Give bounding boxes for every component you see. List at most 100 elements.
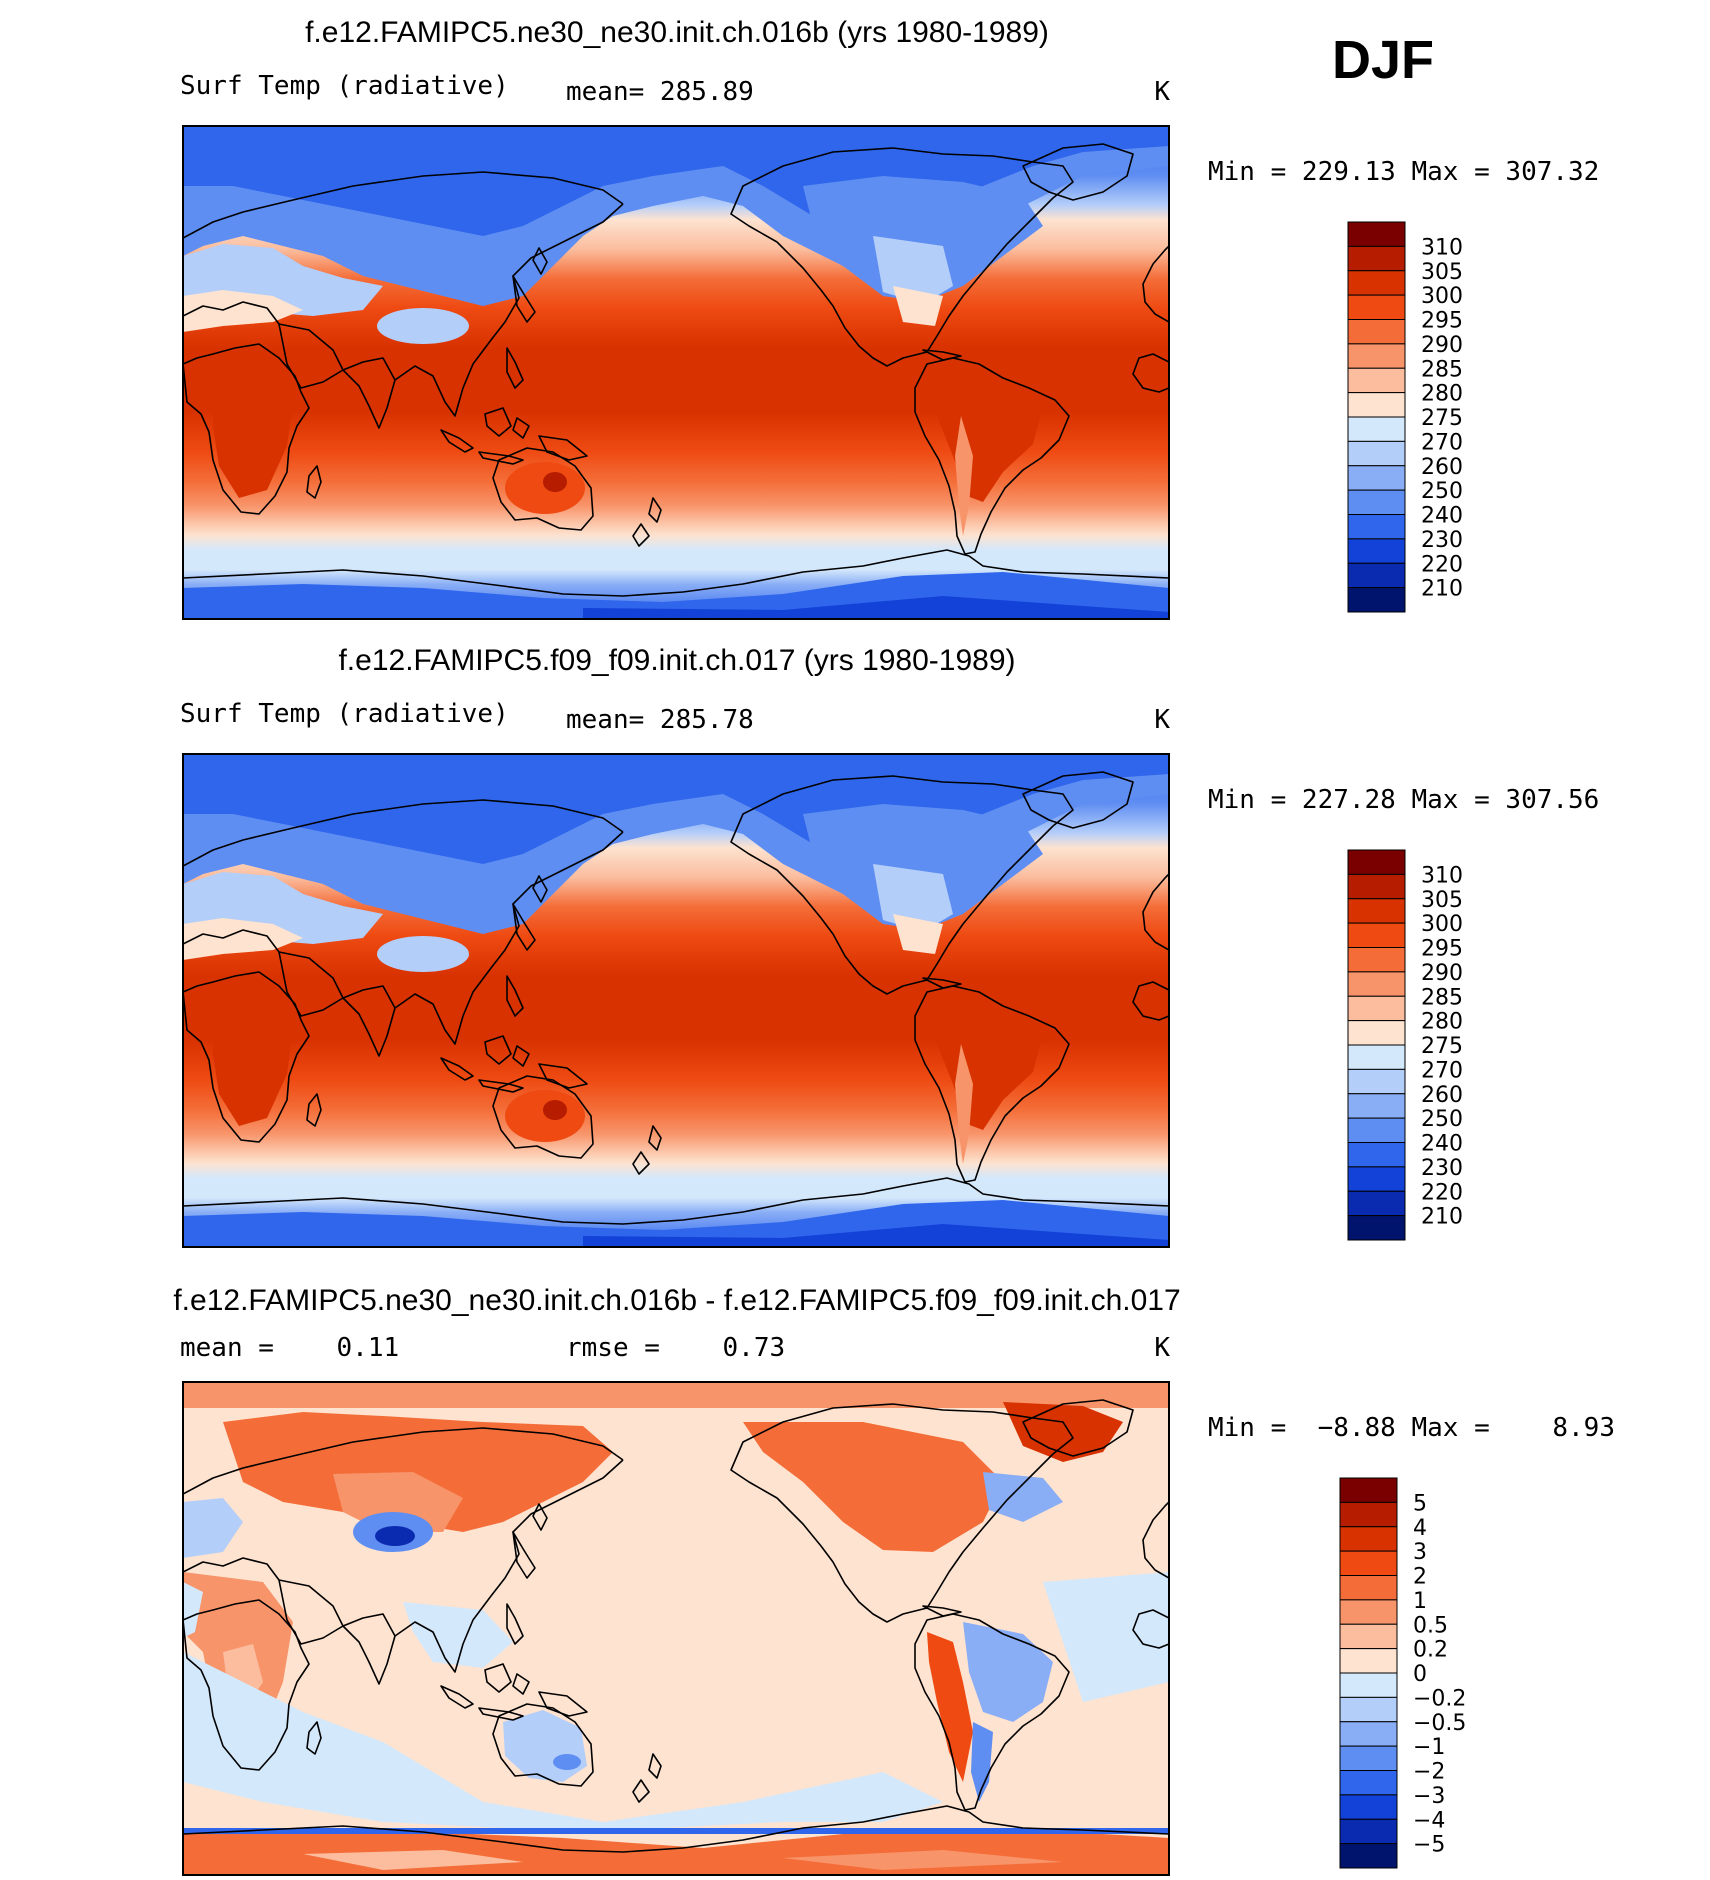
colorbar-swatch <box>1339 1501 1398 1528</box>
panel-1-mean-label: mean= 285.89 <box>566 77 754 107</box>
colorbar-swatch <box>1347 440 1406 467</box>
colorbar-tick-label: 0.5 <box>1413 1613 1448 1638</box>
colorbar-swatch <box>1339 1623 1398 1650</box>
colorbar-swatch <box>1339 1599 1398 1625</box>
colorbar-swatch <box>1347 922 1406 948</box>
panel-2: f.e12.FAMIPC5.f09_f09.init.ch.017 (yrs 1… <box>180 644 1599 1248</box>
colorbar-swatch <box>1347 489 1406 515</box>
colorbar-tick-label: 5 <box>1413 1491 1427 1516</box>
colorbar-tick-label: 310 <box>1421 235 1463 260</box>
colorbar-swatch <box>1347 294 1406 320</box>
colorbar-tick-label: 290 <box>1421 961 1463 986</box>
panel-1-colorbar: 3103053002952902852802752702602502402302… <box>1347 221 1463 613</box>
colorbar-swatch <box>1347 392 1406 418</box>
colorbar-swatch <box>1347 1020 1406 1046</box>
colorbar-swatch <box>1347 319 1406 345</box>
colorbar-swatch <box>1339 1745 1398 1771</box>
panel-2-minmax: Min = 227.28 Max = 307.56 <box>1208 785 1599 815</box>
colorbar-swatch <box>1347 343 1406 369</box>
colorbar-tick-label: 0.2 <box>1413 1638 1448 1663</box>
colorbar-tick-label: 1 <box>1413 1589 1427 1614</box>
colorbar-swatch <box>1339 1575 1398 1601</box>
panel-3: f.e12.FAMIPC5.ne30_ne30.init.ch.016b - f… <box>173 1284 1615 1876</box>
panel-2-map <box>182 753 1170 1248</box>
colorbar-swatch <box>1347 1093 1406 1119</box>
colorbar-tick-label: 2 <box>1413 1565 1427 1590</box>
colorbar-tick-label: −0.5 <box>1413 1711 1466 1736</box>
colorbar-swatch <box>1347 1117 1406 1143</box>
panel-2-colorbar: 3103053002952902852802752702602502402302… <box>1347 849 1463 1241</box>
colorbar-tick-label: 250 <box>1421 1107 1463 1132</box>
colorbar-swatch <box>1339 1648 1398 1674</box>
colorbar-swatch <box>1339 1550 1398 1576</box>
colorbar-swatch <box>1347 562 1406 589</box>
colorbar-tick-label: 270 <box>1421 1058 1463 1083</box>
colorbar-tick-label: −2 <box>1413 1760 1445 1785</box>
colorbar-swatch <box>1347 1215 1406 1241</box>
panel-1-map <box>182 125 1170 620</box>
colorbar-swatch <box>1347 465 1406 491</box>
panel-1-unit-label: K <box>1154 77 1170 107</box>
colorbar-swatch <box>1347 971 1406 997</box>
panel-1-title: f.e12.FAMIPC5.ne30_ne30.init.ch.016b (yr… <box>305 16 1049 49</box>
colorbar-tick-label: 260 <box>1421 1083 1463 1108</box>
colorbar-tick-label: 250 <box>1421 479 1463 504</box>
panel-2-mean-label: mean= 285.78 <box>566 705 754 735</box>
colorbar-tick-label: 260 <box>1421 455 1463 480</box>
colorbar-swatch <box>1339 1696 1398 1723</box>
panel-3-title: f.e12.FAMIPC5.ne30_ne30.init.ch.016b - f… <box>173 1284 1180 1317</box>
colorbar-tick-label: 300 <box>1421 912 1463 937</box>
colorbar-swatch <box>1339 1526 1398 1552</box>
colorbar-swatch <box>1339 1477 1398 1503</box>
colorbar-swatch <box>1347 849 1406 875</box>
colorbar-swatch <box>1347 1166 1406 1192</box>
colorbar-tick-label: −3 <box>1413 1784 1445 1809</box>
colorbar-swatch <box>1347 1044 1406 1070</box>
colorbar-swatch <box>1347 1142 1406 1168</box>
colorbar-tick-label: 210 <box>1421 577 1463 602</box>
panel-3-mean-label: mean = 0.11 <box>180 1333 399 1363</box>
colorbar-swatch <box>1347 1068 1406 1095</box>
colorbar-swatch <box>1339 1770 1398 1796</box>
panel-1-minmax: Min = 229.13 Max = 307.32 <box>1208 157 1599 187</box>
colorbar-swatch <box>1347 898 1406 924</box>
colorbar-tick-label: 285 <box>1421 985 1463 1010</box>
colorbar-tick-label: 4 <box>1413 1516 1427 1541</box>
colorbar-tick-label: 240 <box>1421 504 1463 529</box>
colorbar-swatch <box>1347 947 1406 973</box>
colorbar-tick-label: 290 <box>1421 333 1463 358</box>
colorbar-tick-label: 210 <box>1421 1205 1463 1230</box>
colorbar-swatch <box>1347 367 1406 394</box>
colorbar-swatch <box>1347 416 1406 442</box>
colorbar-swatch <box>1347 1190 1406 1217</box>
panel-2-title: f.e12.FAMIPC5.f09_f09.init.ch.017 (yrs 1… <box>338 644 1015 677</box>
colorbar-tick-label: 240 <box>1421 1132 1463 1157</box>
panel-3-rmse-label: rmse = 0.73 <box>566 1333 785 1363</box>
colorbar-tick-label: 0 <box>1413 1662 1427 1687</box>
colorbar-tick-label: −0.2 <box>1413 1686 1466 1711</box>
panel-3-minmax: Min = −8.88 Max = 8.93 <box>1208 1413 1615 1443</box>
colorbar-swatch <box>1347 587 1406 613</box>
panel-2-variable-label: Surf Temp (radiative) <box>180 699 509 729</box>
colorbar-swatch <box>1339 1672 1398 1698</box>
colorbar-tick-label: 275 <box>1421 1034 1463 1059</box>
panel-2-unit-label: K <box>1154 705 1170 735</box>
colorbar-tick-label: −4 <box>1413 1808 1445 1833</box>
colorbar-tick-label: 3 <box>1413 1540 1427 1565</box>
colorbar-swatch <box>1347 221 1406 247</box>
colorbar-tick-label: 275 <box>1421 406 1463 431</box>
panel-3-unit-label: K <box>1154 1333 1170 1363</box>
colorbar-swatch <box>1339 1721 1398 1747</box>
colorbar-tick-label: 280 <box>1421 382 1463 407</box>
panel-1: f.e12.FAMIPC5.ne30_ne30.init.ch.016b (yr… <box>180 16 1599 620</box>
colorbar-tick-label: 220 <box>1421 1180 1463 1205</box>
panel-3-map <box>182 1381 1170 1876</box>
colorbar-tick-label: 300 <box>1421 284 1463 309</box>
colorbar-tick-label: −5 <box>1413 1833 1445 1858</box>
panel-1-variable-label: Surf Temp (radiative) <box>180 71 509 101</box>
season-label: DJF <box>1332 30 1434 90</box>
colorbar-tick-label: 230 <box>1421 1156 1463 1181</box>
colorbar-swatch <box>1347 270 1406 296</box>
